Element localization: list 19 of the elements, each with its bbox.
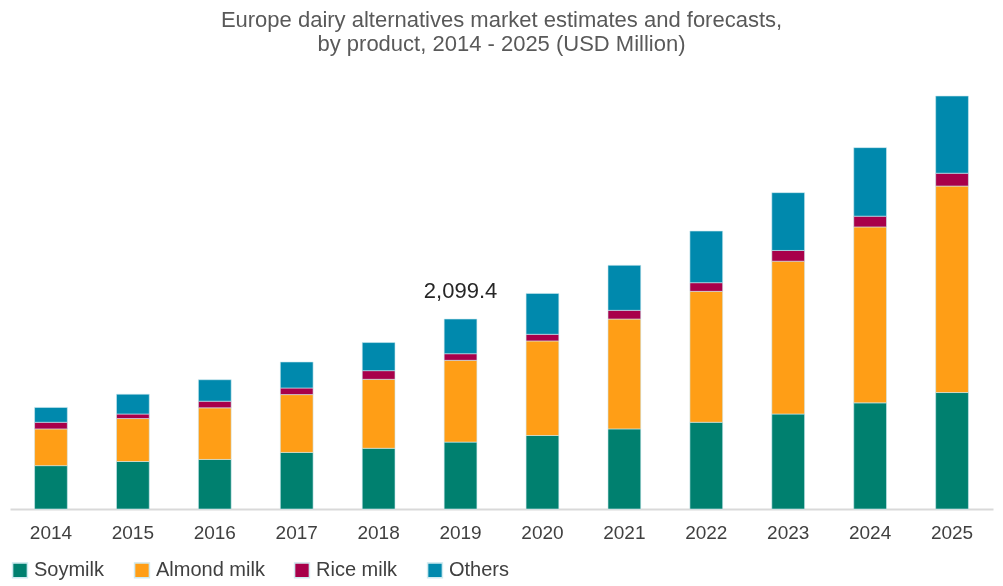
x-tick-label: 2024 xyxy=(848,521,892,543)
legend-label: Rice milk xyxy=(316,558,399,581)
x-tick-label: 2017 xyxy=(275,521,318,543)
x-tick-label: 2021 xyxy=(603,521,646,543)
x-tick-label: 2019 xyxy=(439,521,482,543)
x-tick-label: 2018 xyxy=(357,521,400,543)
x-tick-label: 2014 xyxy=(29,521,73,543)
chart-title: Europe dairy alternatives market estimates and forecasts, by product, 2014 - 2025 (USD Million) xyxy=(220,6,783,56)
legend-label: Others xyxy=(449,558,510,581)
annotation: 2,099.4 xyxy=(423,278,498,304)
x-tick-label: 2023 xyxy=(767,521,810,543)
x-tick-label: 2015 xyxy=(111,521,155,543)
bar xyxy=(116,393,150,415)
x-tick-label: 2020 xyxy=(521,521,564,543)
x-tick-label: 2025 xyxy=(930,521,974,543)
x-tick-label: 2016 xyxy=(193,521,236,543)
legend-label: Almond milk xyxy=(156,558,266,581)
legend-label: Soymilk xyxy=(34,558,106,581)
x-tick-label: 2022 xyxy=(685,521,728,543)
